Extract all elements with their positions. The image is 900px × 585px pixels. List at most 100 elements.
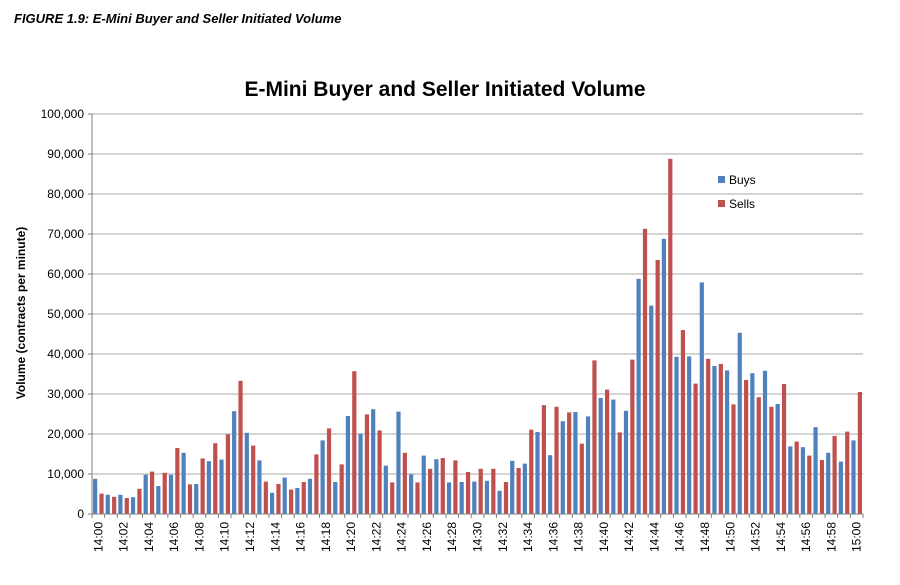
bar-sells [440, 458, 445, 514]
x-tick-label: 14:10 [218, 522, 232, 552]
y-tick-label: 50,000 [47, 307, 84, 321]
bar-sells [668, 158, 673, 515]
x-tick-label: 14:34 [521, 522, 535, 552]
bar-sells [99, 493, 104, 514]
x-tick-label: 14:42 [622, 522, 636, 552]
bar-buys [269, 492, 275, 514]
legend-label-buys: Buys [729, 173, 756, 187]
bar-buys [383, 465, 388, 514]
bar-sells [693, 383, 698, 514]
bar-buys [636, 278, 641, 514]
bar-buys [623, 410, 629, 514]
x-tick-label: 14:08 [192, 522, 206, 552]
bar-sells [529, 429, 534, 514]
bar-buys [851, 440, 856, 514]
bar-buys [788, 446, 793, 514]
figure-caption: FIGURE 1.9: E-Mini Buyer and Seller Init… [14, 11, 342, 26]
bar-sells [541, 405, 546, 514]
x-tick-label: 14:30 [471, 522, 485, 552]
bar-buys [459, 482, 464, 514]
bar-sells [794, 441, 799, 514]
x-tick-label: 14:48 [698, 522, 712, 552]
bar-buys [219, 459, 224, 514]
x-tick-label: 14:54 [774, 522, 788, 552]
bar-buys [813, 427, 818, 514]
bar-sells [604, 389, 610, 514]
bar-sells [845, 431, 850, 514]
x-tick-label: 14:52 [749, 522, 763, 552]
bar-sells [478, 468, 483, 514]
bar-buys [409, 474, 414, 514]
bar-sells [402, 452, 407, 514]
x-tick-label: 14:38 [572, 522, 586, 552]
bar-sells [428, 468, 433, 514]
bar-buys [472, 481, 477, 514]
bar-sells [453, 460, 458, 514]
bar-sells [289, 489, 294, 514]
bar-buys [295, 488, 300, 514]
bar-sells [554, 406, 559, 514]
bar-sells [680, 330, 686, 514]
x-tick-label: 14:24 [395, 522, 409, 552]
bar-buys [510, 460, 515, 514]
bar-buys [687, 356, 692, 514]
bar-sells [364, 414, 370, 514]
x-tick-label: 14:12 [243, 522, 257, 552]
bar-sells [630, 359, 635, 514]
bar-sells [744, 380, 749, 514]
bar-buys [143, 474, 148, 514]
bar-sells [503, 482, 509, 514]
bar-buys [750, 373, 755, 514]
bar-sells [390, 482, 395, 514]
y-tick-label: 30,000 [47, 387, 84, 401]
bar-buys [484, 480, 490, 514]
bar-sells [516, 468, 521, 514]
bar-sells [339, 464, 344, 514]
bar-buys [573, 412, 578, 514]
bar-buys [307, 478, 313, 514]
x-tick-label: 14:26 [420, 522, 434, 552]
bar-buys [93, 478, 98, 514]
bar-sells [832, 436, 837, 514]
bar-buys [396, 411, 401, 514]
bar-buys [649, 305, 654, 514]
x-tick-label: 14:44 [647, 522, 661, 552]
bar-buys [775, 404, 780, 514]
legend: Buys Sells [718, 173, 756, 211]
bar-buys [497, 490, 502, 514]
bar-sells [579, 443, 584, 514]
bar-sells [769, 406, 774, 514]
bar-buys [232, 411, 237, 514]
bar-buys [826, 452, 831, 514]
bar-buys [838, 461, 843, 514]
bar-sells [465, 472, 471, 514]
y-tick-label: 100,000 [41, 107, 85, 121]
y-tick-label: 60,000 [47, 267, 84, 281]
bar-sells [149, 471, 155, 514]
x-tick-label: 14:06 [167, 522, 181, 552]
x-tick-label: 14:40 [597, 522, 611, 552]
legend-swatch-buys [718, 176, 725, 183]
bar-sells [213, 443, 218, 514]
bar-sells [251, 445, 256, 514]
bar-buys [800, 447, 806, 514]
x-tick-label: 14:20 [344, 522, 358, 552]
x-tick-label: 14:32 [496, 522, 510, 552]
bar-sells [301, 482, 306, 514]
bar-buys [257, 460, 262, 514]
bar-sells [326, 428, 332, 514]
bar-buys [434, 459, 439, 514]
bar-buys [522, 463, 527, 514]
bar-buys [156, 486, 161, 514]
x-tick-label: 14:56 [799, 522, 813, 552]
bar-buys [446, 482, 452, 514]
bar-buys [674, 356, 679, 514]
bar-sells [819, 460, 825, 514]
bar-sells [781, 384, 787, 514]
bar-sells [352, 371, 357, 514]
y-tick-label: 40,000 [47, 347, 84, 361]
x-tick-label: 14:36 [546, 522, 560, 552]
bar-buys [206, 461, 211, 514]
bar-buys [118, 494, 123, 514]
bar-sells [175, 448, 180, 514]
